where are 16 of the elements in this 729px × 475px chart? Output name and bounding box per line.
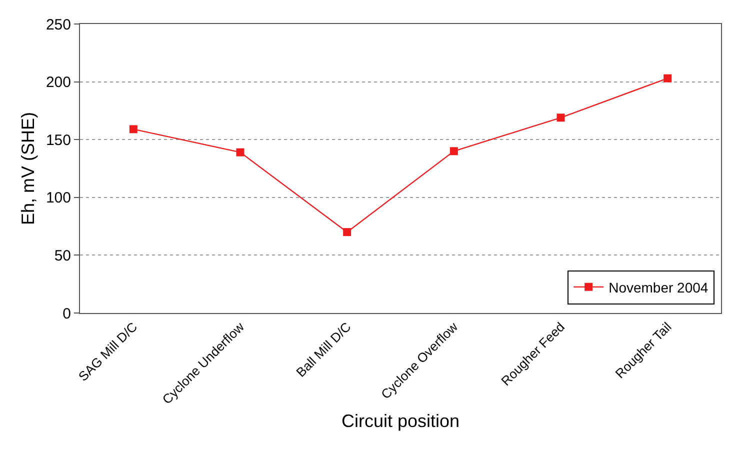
- legend-label: November 2004: [608, 279, 708, 296]
- y-tick-label: 50: [54, 247, 71, 264]
- y-tick-label: 150: [46, 132, 71, 149]
- y-tick-label: 250: [46, 16, 71, 34]
- point: [236, 148, 244, 156]
- point: [129, 125, 138, 134]
- point: [450, 147, 458, 156]
- y-tick-label: 0: [62, 305, 71, 322]
- y-tick-label: 100: [46, 190, 71, 207]
- y-axis-title: Eh, mV (SHE): [18, 112, 38, 226]
- point: [343, 228, 352, 236]
- point: [664, 74, 672, 82]
- y-tick-label: 200: [46, 74, 71, 92]
- x-axis-title: Circuit position: [341, 411, 460, 432]
- point: [556, 114, 565, 122]
- x-tick-label: Ball Mill D/C: [293, 319, 354, 380]
